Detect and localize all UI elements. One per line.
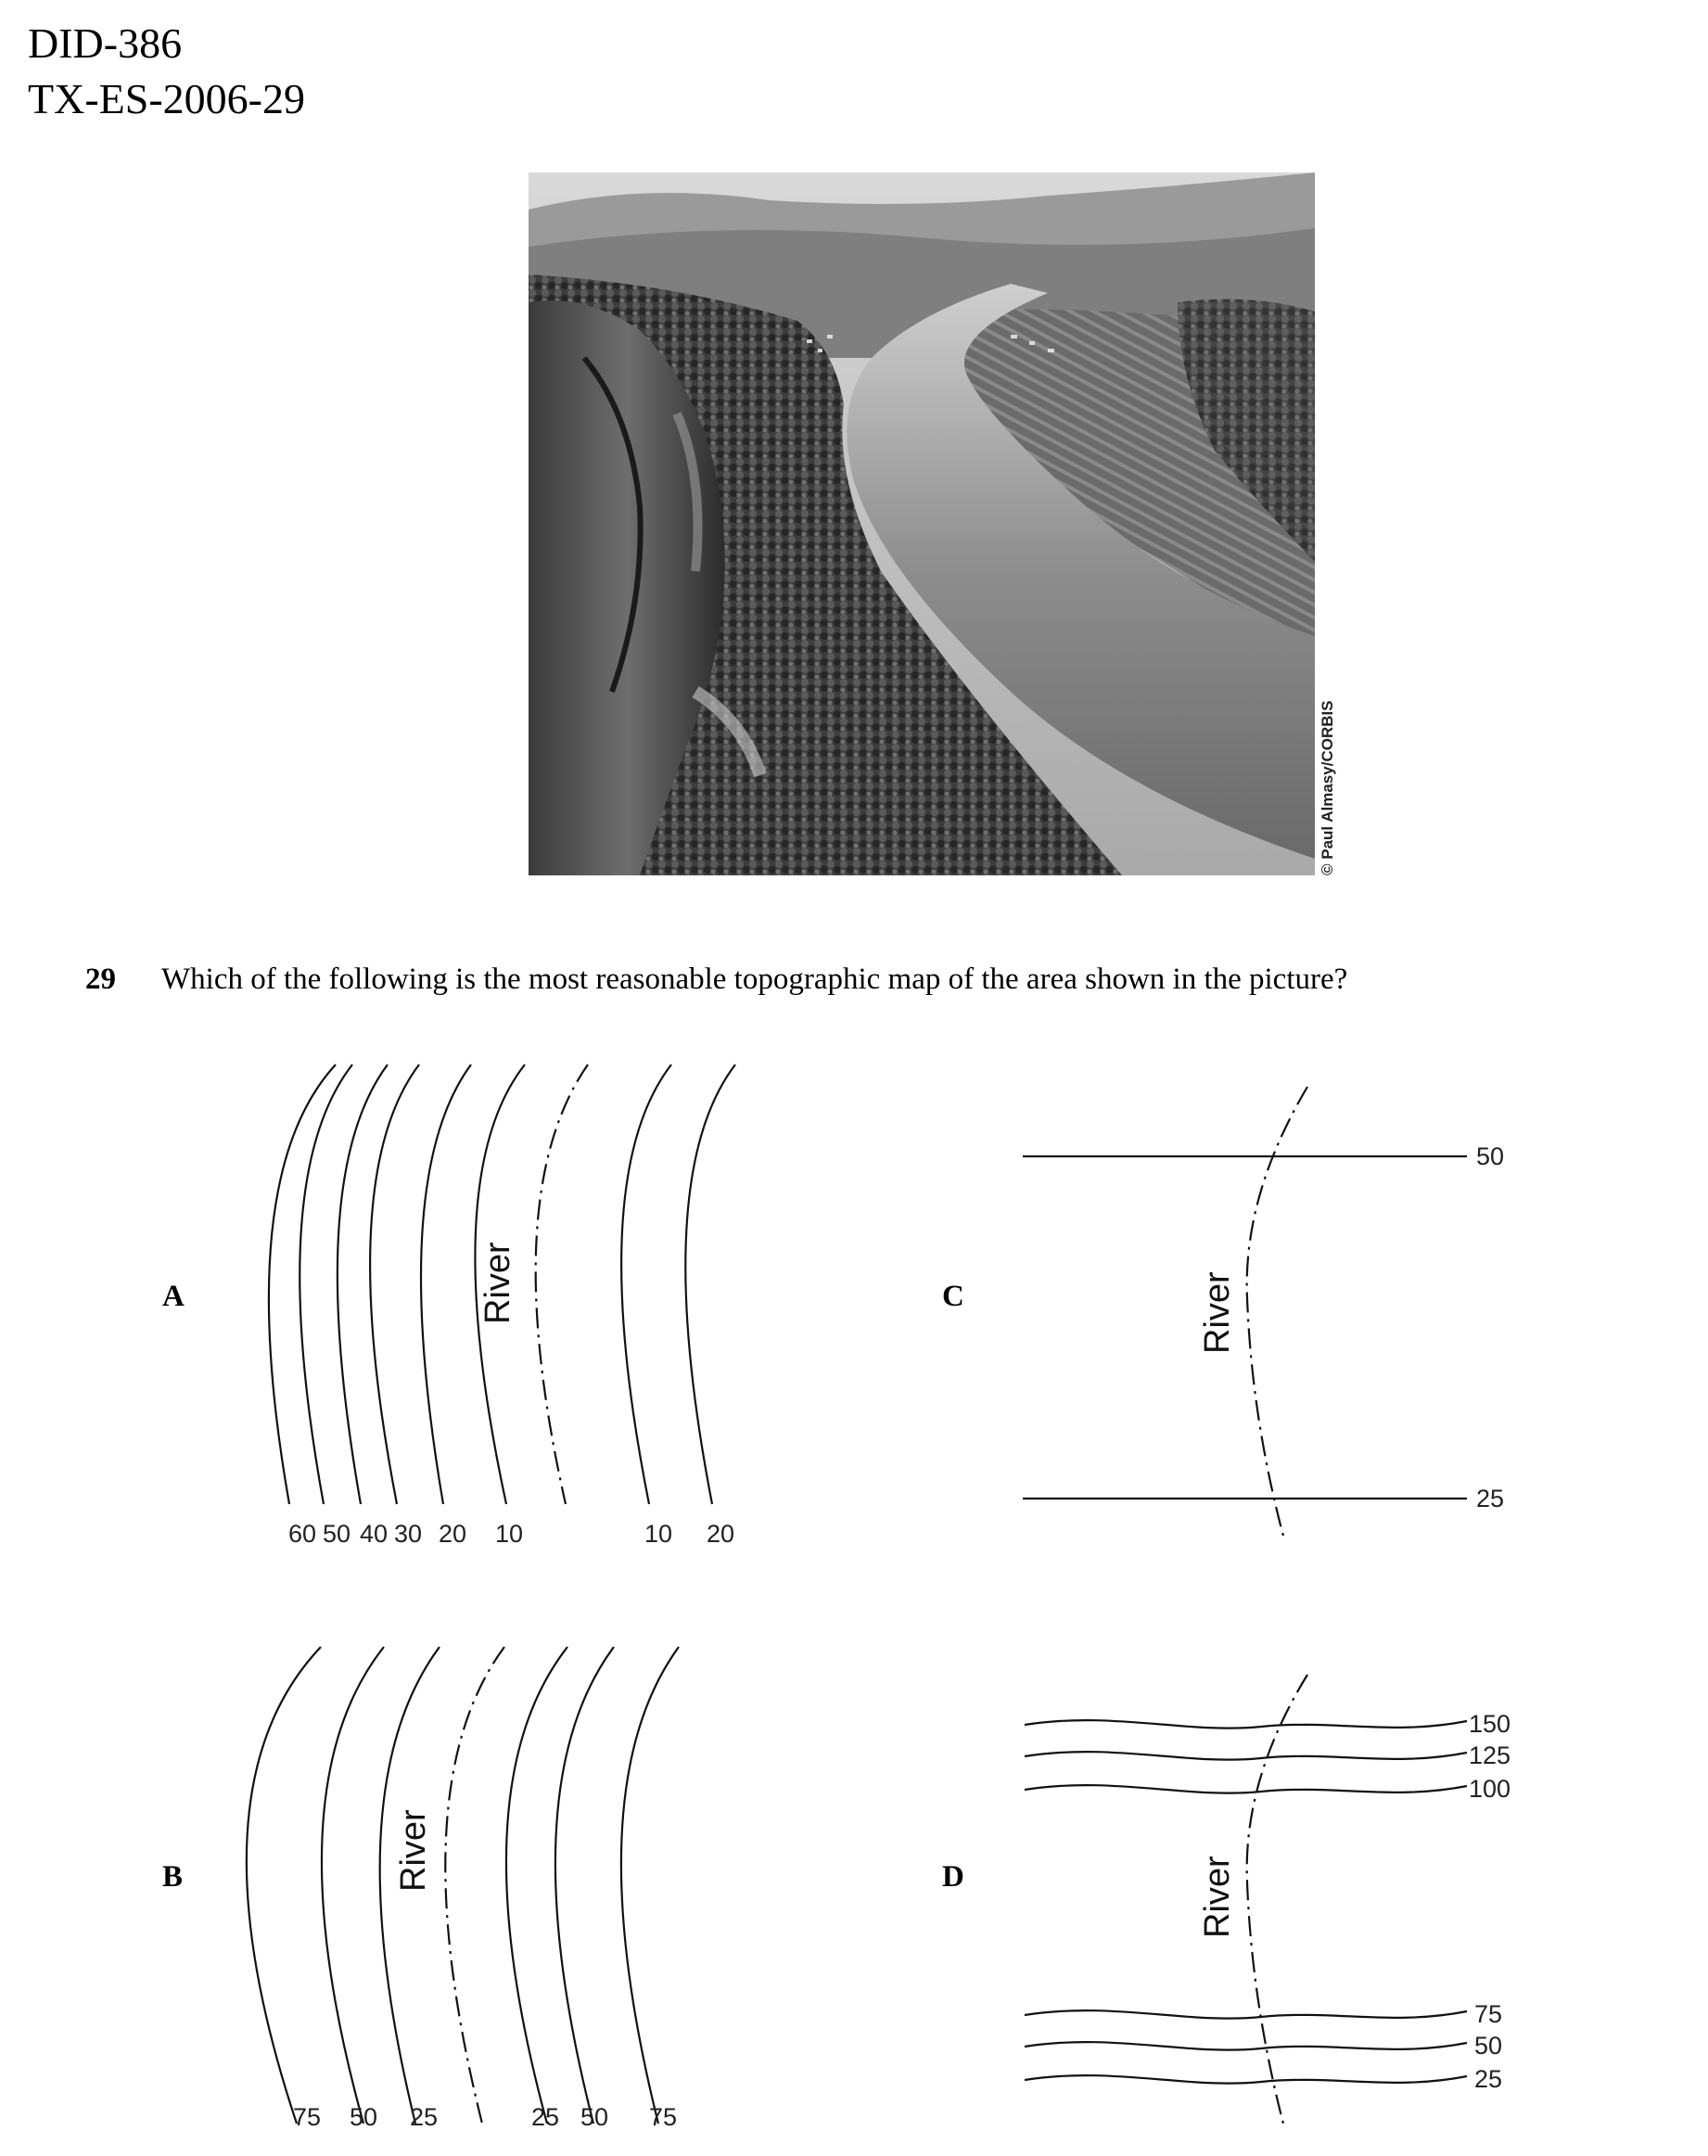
map-b-contour-label: 75 [293, 2103, 321, 2131]
option-c-letter[interactable]: C [942, 1280, 964, 1313]
option-d-letter[interactable]: D [942, 1860, 964, 1894]
map-b-river [444, 1646, 505, 2124]
map-a-contour [684, 1064, 736, 1505]
map-a-contour-label: 20 [439, 1520, 466, 1548]
map-a-contour [419, 1064, 472, 1505]
map-a-contour [267, 1064, 337, 1505]
item-code: TX-ES-2006-29 [28, 75, 305, 122]
map-c-river-label: River [1198, 1271, 1237, 1354]
map-c-contour-label: 25 [1476, 1485, 1504, 1512]
map-a-contour-label: 20 [707, 1520, 734, 1548]
map-b-contour-label: 25 [410, 2103, 438, 2131]
map-d-contour [1024, 1751, 1468, 1761]
document-id: DID-386 [28, 19, 183, 67]
map-b-contour [619, 1646, 680, 2124]
map-d-river [1245, 1674, 1308, 2128]
map-a-contour-label: 60 [288, 1520, 316, 1548]
map-d-contour [1024, 1719, 1468, 1729]
map-c-river [1245, 1086, 1308, 1540]
map-d-contour [1024, 2009, 1468, 2020]
map-b-contour-label: 50 [350, 2103, 377, 2131]
map-b-contour-label: 75 [649, 2103, 677, 2131]
map-d-contour [1024, 1784, 1468, 1794]
option-a-letter[interactable]: A [162, 1280, 185, 1313]
map-d-contour-label: 75 [1474, 2000, 1502, 2028]
map-a-contour-label: 10 [644, 1520, 672, 1548]
map-b-contour [245, 1646, 322, 2124]
map-a-river [534, 1064, 589, 1505]
map-d-contour-label: 125 [1469, 1741, 1510, 1769]
question-text: Which of the following is the most reaso… [161, 963, 1348, 996]
map-b-river-label: River [394, 1809, 433, 1892]
map-b-contour-label: 25 [531, 2103, 559, 2131]
map-option-b[interactable]: River 75 50 25 25 50 75 [245, 1646, 680, 2131]
map-b-contour [320, 1646, 385, 2124]
map-d-contour [1024, 2041, 1468, 2051]
question-number: 29 [85, 963, 116, 996]
map-d-contour-label: 50 [1474, 2032, 1502, 2060]
map-b-contour [504, 1646, 568, 2124]
map-b-contour [554, 1646, 615, 2124]
map-a-contour [336, 1064, 389, 1505]
map-option-c[interactable]: River 50 25 [1023, 1086, 1504, 1540]
map-d-contour-label: 25 [1474, 2065, 1502, 2093]
map-a-contour-label: 10 [495, 1520, 523, 1548]
map-d-contour-label: 150 [1469, 1710, 1510, 1738]
map-d-river-label: River [1198, 1856, 1237, 1938]
map-a-contour [369, 1064, 420, 1505]
map-b-contour [378, 1646, 440, 2124]
river-valley-photo [529, 172, 1315, 875]
map-a-contour-label: 30 [394, 1520, 422, 1548]
map-option-d[interactable]: River 150 125 100 75 50 25 [1024, 1674, 1510, 2128]
option-b-letter[interactable]: B [162, 1860, 184, 1894]
map-a-contour [299, 1064, 353, 1505]
map-a-contour-label: 50 [323, 1520, 351, 1548]
map-option-a[interactable]: River 60 50 40 30 20 10 10 20 [267, 1064, 736, 1548]
map-a-contour [474, 1064, 526, 1505]
map-a-contour [620, 1064, 672, 1505]
map-a-river-label: River [478, 1242, 517, 1324]
map-a-contour-label: 40 [360, 1520, 388, 1548]
map-c-contour-label: 50 [1476, 1142, 1504, 1170]
map-d-contour-label: 100 [1469, 1775, 1510, 1803]
map-d-contour [1024, 2074, 1468, 2085]
map-b-contour-label: 50 [580, 2103, 608, 2131]
